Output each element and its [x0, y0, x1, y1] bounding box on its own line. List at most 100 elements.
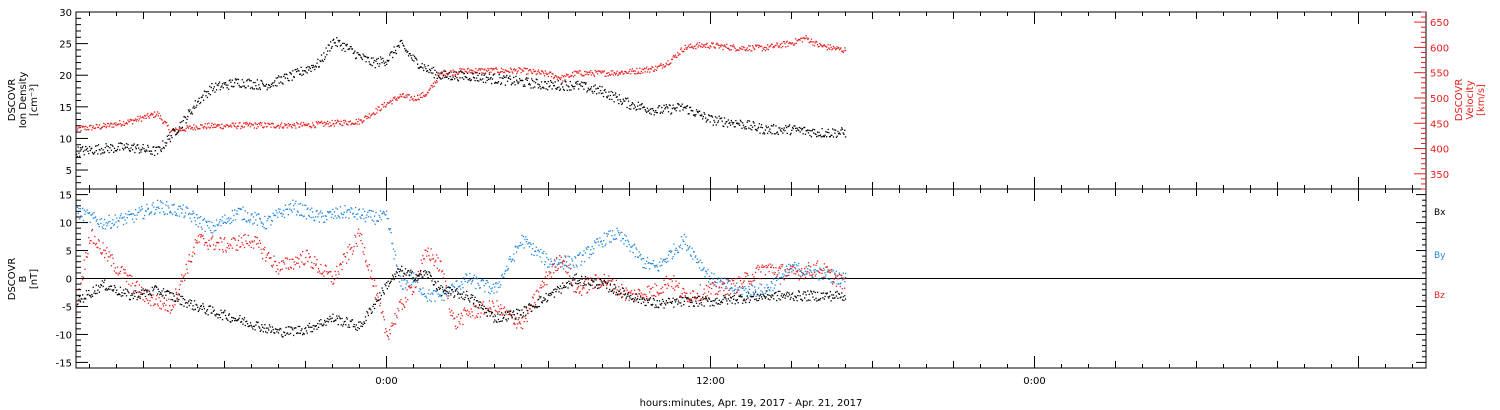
density-point: [723, 125, 725, 128]
bz-point: [429, 259, 432, 262]
velocity-point: [358, 123, 360, 125]
by-point: [489, 293, 491, 295]
velocity-point: [795, 42, 797, 44]
velocity-point: [382, 104, 384, 106]
density-point: [575, 81, 577, 83]
density-point: [447, 73, 449, 75]
bx-point: [238, 317, 240, 319]
velocity-point: [779, 45, 781, 47]
density-point: [428, 71, 430, 74]
bx-point: [506, 320, 508, 322]
by-point: [801, 271, 803, 273]
by-point: [314, 216, 317, 218]
density-point: [602, 92, 604, 94]
by-point: [198, 216, 200, 219]
density-point: [325, 47, 327, 49]
velocity-point: [204, 123, 206, 125]
bx-point: [320, 319, 322, 321]
bz-point: [257, 242, 259, 244]
density-point: [287, 79, 289, 82]
by-point: [633, 243, 636, 245]
bz-point: [323, 275, 325, 277]
bz-point: [623, 293, 625, 295]
velocity-point: [121, 123, 123, 126]
velocity-point: [426, 91, 429, 93]
bz-point: [262, 248, 264, 250]
density-point: [488, 78, 490, 81]
density-point: [201, 96, 203, 98]
density-point: [275, 77, 277, 79]
by-point: [284, 204, 286, 206]
density-point: [318, 66, 320, 68]
bx-point: [609, 283, 611, 285]
velocity-point: [343, 122, 345, 124]
density-point: [163, 147, 165, 149]
velocity-point: [671, 58, 673, 60]
by-point: [812, 276, 814, 279]
bx-point: [249, 325, 251, 327]
bz-point: [277, 268, 279, 270]
bx-point: [162, 288, 165, 290]
velocity-point: [99, 128, 101, 130]
bx-point: [523, 306, 525, 308]
velocity-point: [758, 44, 760, 47]
bx-point: [210, 312, 212, 314]
by-point: [622, 238, 624, 240]
velocity-point: [762, 47, 764, 49]
density-point: [814, 133, 816, 135]
bz-point: [621, 283, 623, 286]
velocity-point: [566, 74, 568, 76]
bx-point: [284, 334, 286, 336]
by-point: [676, 249, 678, 252]
density-point: [579, 83, 581, 85]
density-point: [621, 103, 623, 105]
density-point: [680, 105, 683, 107]
density-point: [418, 67, 420, 70]
velocity-point: [550, 75, 553, 78]
bz-point: [800, 276, 802, 278]
bx-point: [379, 298, 382, 300]
density-point: [705, 117, 707, 119]
bx-point: [310, 331, 312, 333]
by-point: [384, 214, 386, 216]
bz-point: [701, 299, 703, 301]
by-point: [296, 210, 299, 212]
velocity-point: [258, 122, 260, 125]
density-point: [702, 118, 704, 120]
bx-point: [524, 306, 526, 308]
bz-point: [116, 266, 119, 268]
density-point: [157, 146, 159, 148]
bx-point: [477, 306, 479, 309]
velocity-point: [488, 69, 490, 71]
bx-point: [765, 296, 767, 298]
velocity-point: [315, 121, 317, 123]
bz-point: [819, 272, 821, 274]
by-point: [777, 278, 779, 280]
bz-point: [549, 273, 551, 275]
velocity-point: [630, 73, 632, 75]
velocity-point: [571, 74, 573, 77]
bz-point: [801, 274, 804, 277]
bz-point: [792, 265, 794, 267]
velocity-point: [680, 47, 683, 49]
bx-point: [166, 290, 168, 293]
density-point: [269, 86, 271, 89]
density-point: [339, 39, 341, 42]
bx-point: [349, 320, 351, 322]
by-point: [305, 204, 307, 206]
density-point: [144, 150, 146, 152]
velocity-point: [87, 128, 89, 131]
by-point: [590, 253, 593, 256]
density-point: [319, 60, 321, 62]
bx-point: [628, 295, 630, 297]
velocity-point: [835, 48, 838, 50]
velocity-point: [317, 123, 319, 125]
bz-point: [230, 245, 232, 247]
density-point: [344, 50, 346, 52]
density-point: [729, 121, 731, 124]
velocity-point: [843, 50, 845, 52]
by-point: [828, 278, 830, 280]
density-point: [103, 152, 105, 154]
velocity-point: [775, 44, 777, 47]
by-point: [299, 202, 302, 205]
